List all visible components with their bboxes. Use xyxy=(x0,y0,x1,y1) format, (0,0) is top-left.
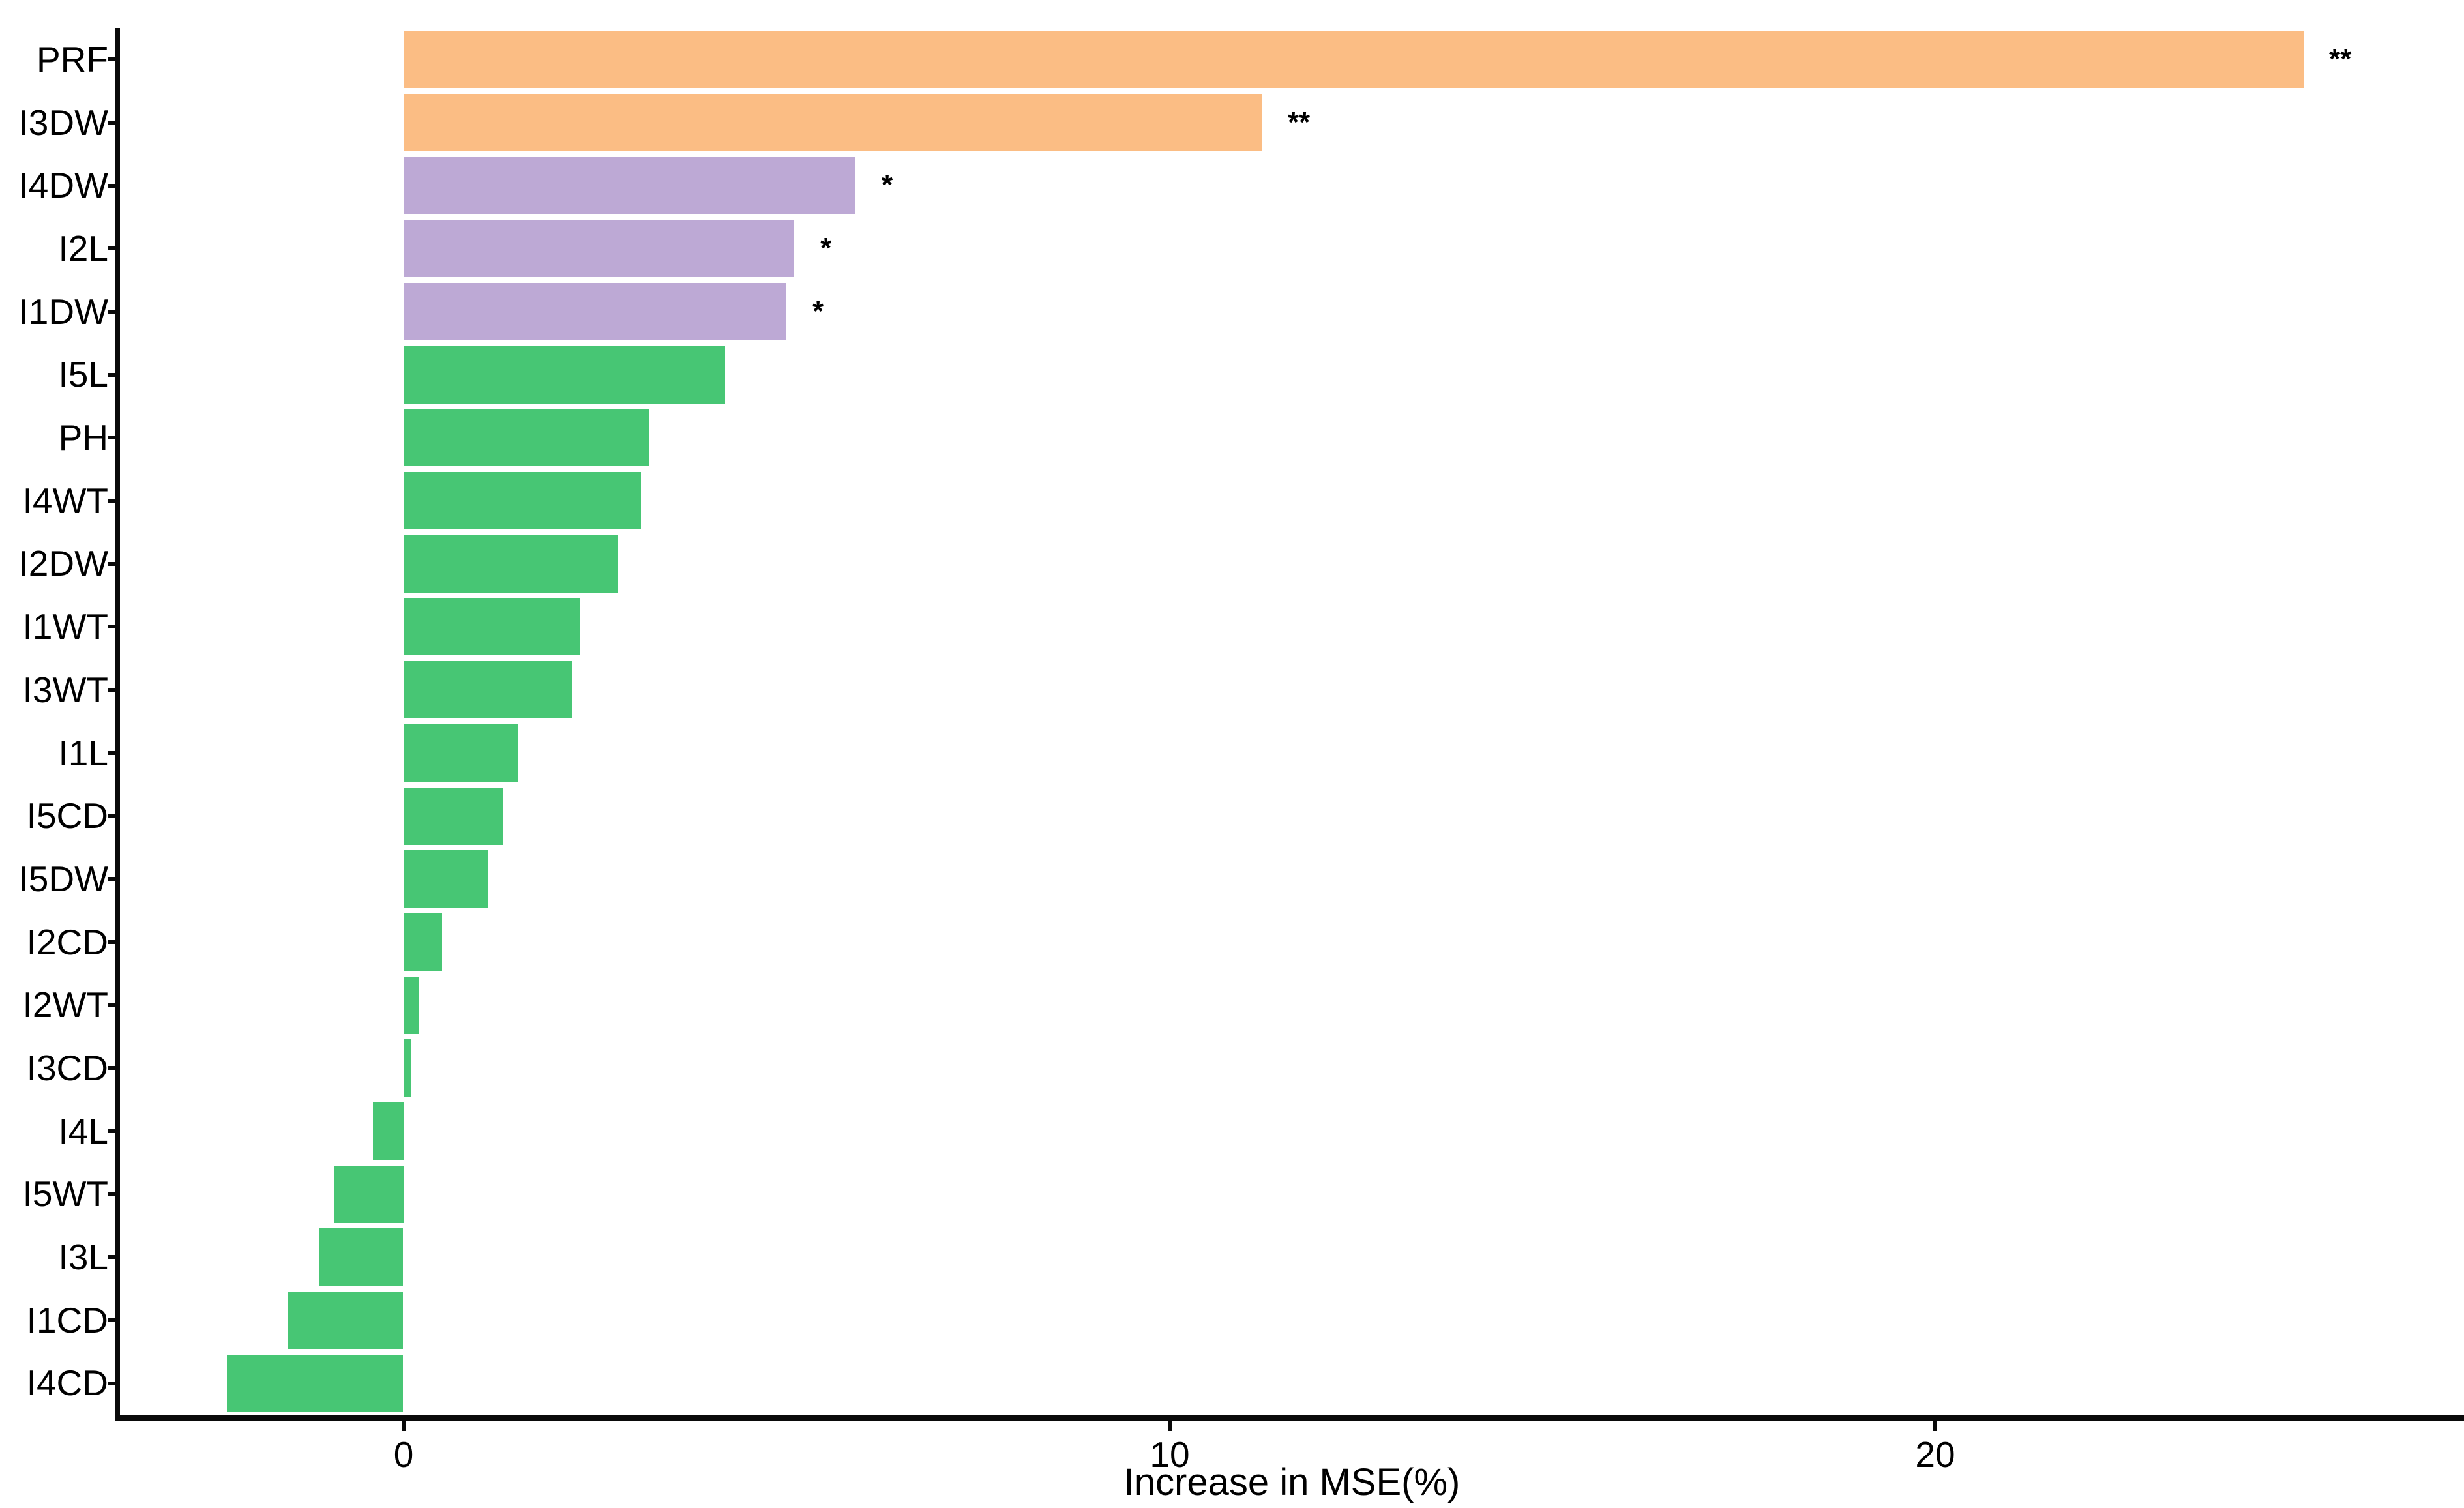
x-axis-tick xyxy=(1933,1421,1937,1431)
y-axis-tick xyxy=(108,751,120,755)
y-axis-tick xyxy=(108,246,120,250)
y-axis-label: I1L xyxy=(58,732,108,773)
bar-prf xyxy=(404,31,2304,88)
significance-marker: ** xyxy=(1288,106,1311,138)
x-axis-title: Increase in MSE(%) xyxy=(1123,1461,1461,1503)
bar-i5l xyxy=(404,346,725,404)
y-axis-label: PRF xyxy=(37,39,108,80)
x-axis-tick-label: 20 xyxy=(1915,1434,1955,1475)
y-axis-tick xyxy=(108,1003,120,1007)
significance-marker: ** xyxy=(2329,43,2352,75)
bar-i3dw xyxy=(404,94,1262,151)
y-axis-tick xyxy=(108,373,120,377)
y-axis-tick xyxy=(108,436,120,439)
x-axis-tick-label: 0 xyxy=(393,1434,414,1475)
y-axis-tick xyxy=(108,814,120,818)
x-axis-tick-label: 10 xyxy=(1150,1434,1190,1475)
y-axis-label: I1DW xyxy=(18,291,109,332)
bar-i3cd xyxy=(404,1039,411,1097)
y-axis-label: I5CD xyxy=(26,795,108,836)
bar-i1wt xyxy=(404,598,580,655)
y-axis-label: I4L xyxy=(58,1110,108,1151)
bar-ph xyxy=(404,409,649,466)
bar-i2wt xyxy=(404,977,419,1034)
bar-i4dw xyxy=(404,157,855,214)
y-axis-label: I5DW xyxy=(18,858,109,899)
y-axis-label: I2L xyxy=(58,228,108,269)
bar-i2dw xyxy=(404,535,618,593)
y-axis-tick xyxy=(108,121,120,125)
y-axis-label: I4CD xyxy=(26,1363,108,1404)
y-axis-tick xyxy=(108,1255,120,1259)
x-axis-tick xyxy=(1168,1421,1172,1431)
y-axis-tick xyxy=(108,499,120,503)
y-axis-label: I1CD xyxy=(26,1299,108,1340)
bar-i5cd xyxy=(404,788,503,845)
y-axis-label: I3L xyxy=(58,1236,108,1277)
y-axis-tick xyxy=(108,1382,120,1385)
y-axis-label: I2WT xyxy=(22,984,108,1026)
y-axis-tick xyxy=(108,184,120,188)
y-axis-label: I4DW xyxy=(18,165,109,206)
bar-i1dw xyxy=(404,283,786,340)
y-axis-label: I3DW xyxy=(18,102,109,143)
significance-marker: * xyxy=(882,169,893,201)
bar-i4l xyxy=(373,1102,404,1160)
bar-i3wt xyxy=(404,661,572,718)
bar-i5wt xyxy=(334,1166,404,1223)
y-axis-label: I1WT xyxy=(22,606,108,647)
y-axis-tick xyxy=(108,1066,120,1070)
y-axis-label: I3WT xyxy=(22,669,108,710)
bar-i3l xyxy=(319,1228,403,1286)
x-axis-tick xyxy=(402,1421,406,1431)
y-axis-label: I3CD xyxy=(26,1047,108,1088)
y-axis-tick xyxy=(108,877,120,881)
y-axis-label: PH xyxy=(58,417,108,458)
bar-i5dw xyxy=(404,850,488,908)
y-axis-tick xyxy=(108,1129,120,1133)
y-axis-label: I5WT xyxy=(22,1174,108,1215)
y-axis-label: I2DW xyxy=(18,543,109,584)
y-axis-tick xyxy=(108,1318,120,1322)
significance-marker: * xyxy=(820,232,832,265)
bar-i4wt xyxy=(404,472,641,529)
y-axis-label: I4WT xyxy=(22,480,108,521)
y-axis-label: I2CD xyxy=(26,921,108,962)
y-axis-tick xyxy=(108,688,120,692)
y-axis-tick xyxy=(108,310,120,314)
bar-i2l xyxy=(404,220,794,277)
y-axis-line xyxy=(115,28,120,1421)
bar-i4cd xyxy=(227,1355,403,1412)
x-axis-line xyxy=(115,1415,2464,1421)
bar-i1cd xyxy=(288,1292,403,1349)
y-axis-tick xyxy=(108,1192,120,1196)
y-axis-tick xyxy=(108,57,120,61)
bar-i2cd xyxy=(404,913,442,971)
bar-i1l xyxy=(404,724,518,782)
y-axis-tick xyxy=(108,625,120,628)
y-axis-label: I5L xyxy=(58,354,108,395)
significance-marker: * xyxy=(812,295,824,327)
y-axis-tick xyxy=(108,940,120,944)
y-axis-tick xyxy=(108,562,120,566)
